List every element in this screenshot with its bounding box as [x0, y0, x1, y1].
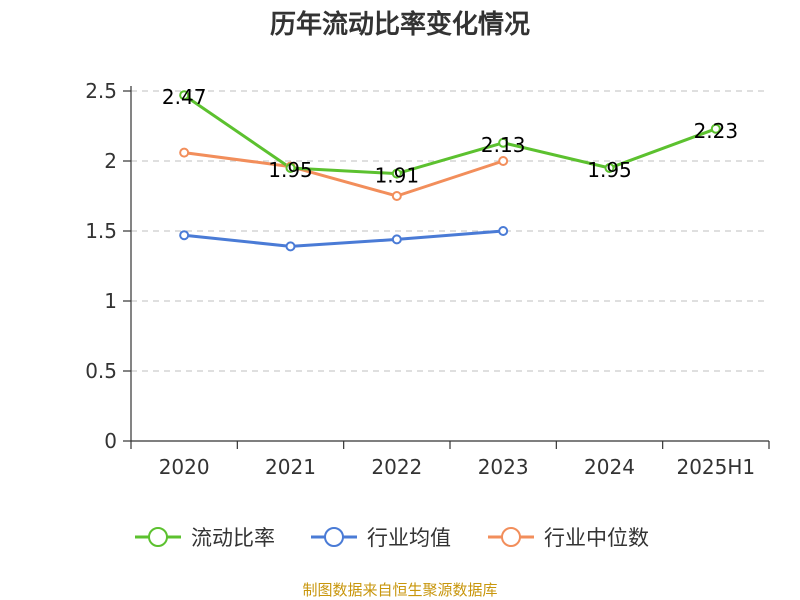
- x-tick-label: 2024: [584, 455, 635, 479]
- legend-item: 行业中位数: [488, 526, 649, 550]
- data-label: 1.95: [587, 158, 632, 182]
- data-label: 1.95: [268, 158, 313, 182]
- data-point: [391, 234, 402, 245]
- data-point: [391, 191, 402, 201]
- legend-item: 行业均值: [311, 526, 451, 550]
- x-tick-label: 2020: [159, 455, 210, 479]
- y-tick-label: 0: [104, 429, 117, 453]
- data-point: [498, 137, 509, 148]
- y-tick-label: 0.5: [85, 359, 117, 383]
- x-tick-labels: 2020 2021 2022 2023 2024 2025H1: [159, 455, 755, 479]
- series-points: [179, 90, 721, 252]
- chart-title: 历年流动比率变化情况: [270, 9, 530, 40]
- legend-marker: [324, 527, 344, 547]
- series-lines: [183, 93, 717, 248]
- x-tick-label: 2025H1: [676, 455, 755, 479]
- data-label: 1.91: [375, 164, 420, 188]
- data-point: [179, 90, 190, 101]
- data-point: [179, 230, 190, 241]
- series-line: [184, 229, 504, 248]
- data-point: [179, 147, 190, 158]
- y-tick-labels: 0 0.5 1 1.5 2 2.5: [85, 79, 117, 453]
- data-point: [498, 156, 509, 166]
- data-point: [285, 163, 296, 173]
- data-point: [604, 163, 615, 173]
- legend: 流动比率 行业均值 行业中位数: [135, 526, 649, 550]
- y-tick-label: 1: [104, 289, 117, 313]
- data-point: [710, 123, 721, 134]
- data-point: [498, 226, 509, 236]
- data-point: [391, 168, 402, 179]
- x-tick-label: 2023: [478, 455, 529, 479]
- y-tick-label: 2.5: [85, 79, 117, 103]
- axes: [123, 86, 770, 449]
- series-line: [183, 151, 504, 198]
- legend-label: 行业均值: [367, 526, 451, 550]
- series-line: [183, 93, 717, 176]
- data-labels: 2.47 1.95 1.91 2.13 1.95 2.23: [162, 85, 738, 187]
- data-point: [285, 241, 296, 252]
- data-label: 2.13: [481, 133, 526, 157]
- x-tick-label: 2021: [265, 455, 316, 479]
- gridlines: [131, 90, 769, 372]
- legend-label: 流动比率: [191, 526, 275, 550]
- data-label: 2.23: [694, 119, 739, 143]
- data-label: 2.47: [162, 85, 207, 109]
- legend-marker: [501, 527, 521, 547]
- y-tick-label: 2: [104, 149, 117, 173]
- legend-item: 流动比率: [135, 526, 275, 550]
- legend-marker: [148, 527, 168, 547]
- legend-label: 行业中位数: [544, 526, 649, 550]
- x-tick-label: 2022: [371, 455, 422, 479]
- source-note: 制图数据来自恒生聚源数据库: [302, 581, 497, 599]
- y-tick-label: 1.5: [85, 219, 117, 243]
